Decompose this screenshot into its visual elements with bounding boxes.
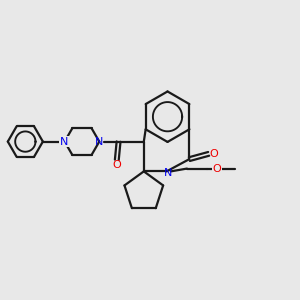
Text: N: N [95, 136, 103, 147]
Text: N: N [60, 136, 68, 147]
Text: O: O [112, 160, 121, 170]
Text: O: O [213, 164, 221, 174]
Text: N: N [164, 168, 172, 178]
Text: O: O [209, 149, 218, 159]
